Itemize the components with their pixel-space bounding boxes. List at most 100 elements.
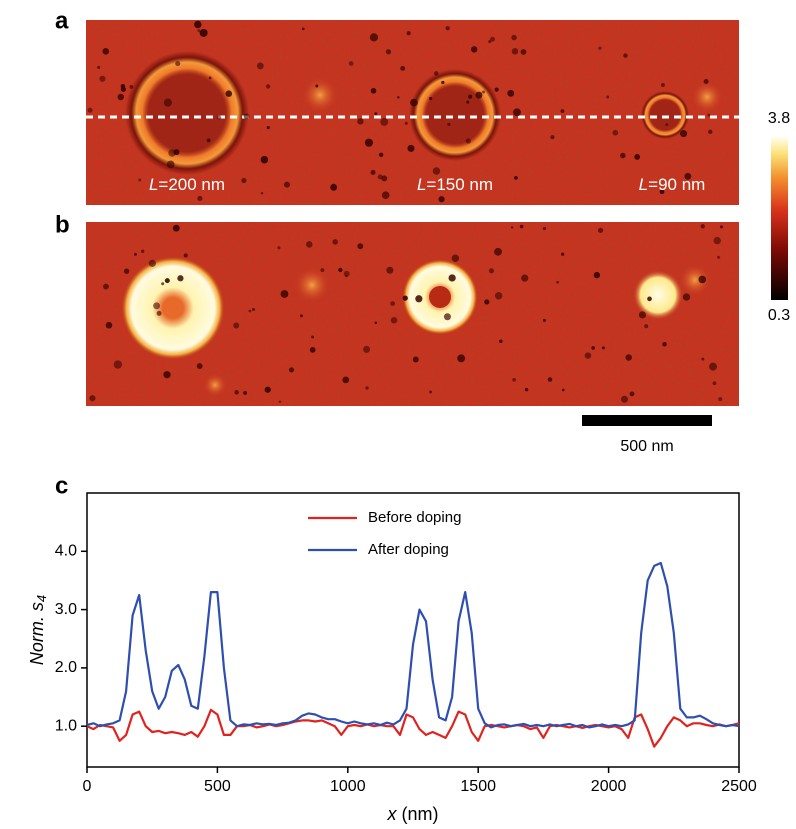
speck <box>542 318 546 322</box>
speck <box>365 386 369 390</box>
speck <box>629 391 635 397</box>
speck <box>701 357 705 361</box>
speck <box>166 160 175 169</box>
speck <box>429 97 433 101</box>
speck <box>584 352 592 359</box>
speck <box>102 48 110 55</box>
blob <box>633 270 683 320</box>
speck <box>120 84 126 89</box>
panel-label: a <box>55 7 69 34</box>
x-tick-label: 2500 <box>721 778 757 795</box>
speck <box>644 324 649 329</box>
speck <box>300 314 303 318</box>
ring <box>641 91 689 139</box>
speck <box>468 94 473 99</box>
speck <box>306 241 313 248</box>
speck <box>482 90 486 94</box>
speck <box>206 138 211 143</box>
spot <box>679 264 711 296</box>
speck <box>277 246 281 250</box>
annotation-text: =90 nm <box>648 175 705 194</box>
plot-frame <box>86 492 740 768</box>
scale-bar-label: 500 nm <box>620 438 673 455</box>
speck <box>703 78 709 85</box>
speck <box>510 226 514 229</box>
speck <box>87 107 93 113</box>
speck <box>138 178 142 182</box>
speck <box>105 321 113 329</box>
speck <box>380 118 389 126</box>
speck <box>475 91 483 99</box>
speck <box>194 20 202 29</box>
speck <box>342 376 350 384</box>
ring <box>409 69 501 161</box>
speck <box>700 224 705 229</box>
speck <box>410 98 418 107</box>
speck <box>712 381 717 386</box>
speck <box>598 46 602 50</box>
speck <box>638 311 647 319</box>
image-panel-b <box>86 222 739 406</box>
colorbar-tick-label: 0.3 <box>768 307 790 324</box>
legend-label: After doping <box>368 541 449 558</box>
x-axis-unit: (nm) <box>397 804 439 824</box>
speck <box>490 36 495 42</box>
x-tick-label: 2000 <box>591 778 627 795</box>
speck <box>521 274 529 282</box>
speck <box>684 172 692 180</box>
speck <box>447 122 451 126</box>
colorbar <box>771 137 788 300</box>
speck <box>625 354 632 361</box>
scale-bar <box>582 415 712 426</box>
speck <box>97 65 101 69</box>
speck <box>103 283 109 290</box>
speck <box>434 71 439 76</box>
speck <box>484 299 490 305</box>
speck <box>513 108 521 117</box>
speck <box>406 31 411 36</box>
speck <box>129 85 134 89</box>
speck <box>199 28 208 37</box>
speck <box>363 345 371 353</box>
speck <box>161 282 165 286</box>
speck <box>494 247 502 256</box>
speck <box>252 307 256 311</box>
speck <box>260 192 264 195</box>
annotation: L=90 nm <box>639 175 706 194</box>
speck <box>466 100 470 104</box>
speck <box>89 395 96 402</box>
speck <box>117 93 124 101</box>
x-axis-var: x <box>387 804 398 824</box>
speck <box>153 302 161 310</box>
y-tick-label: 4.0 <box>55 543 77 560</box>
speck <box>381 191 390 200</box>
speck <box>288 367 295 373</box>
ring <box>121 256 225 360</box>
x-axis-label: x (nm) <box>387 804 439 824</box>
speck <box>494 87 499 92</box>
speck <box>661 83 665 87</box>
speck <box>682 293 691 301</box>
y-tick-label: 1.0 <box>55 717 77 734</box>
speck <box>156 310 162 316</box>
speck <box>512 377 516 382</box>
speck <box>364 138 374 147</box>
y-tick-label: 2.0 <box>55 659 77 676</box>
speck <box>99 75 106 82</box>
speck <box>196 363 203 370</box>
speck <box>177 275 184 282</box>
speck <box>256 62 264 70</box>
speck <box>397 96 400 99</box>
colorbar-tick-label: 3.8 <box>768 110 790 127</box>
y-axis-text: Norm. s <box>27 602 47 665</box>
speck <box>407 144 415 152</box>
speck <box>620 152 626 159</box>
speck <box>412 356 419 363</box>
data-line <box>86 708 740 748</box>
speck <box>264 386 271 393</box>
spot <box>294 267 330 303</box>
speck <box>225 90 233 97</box>
ring <box>125 51 249 175</box>
speck <box>197 29 201 33</box>
